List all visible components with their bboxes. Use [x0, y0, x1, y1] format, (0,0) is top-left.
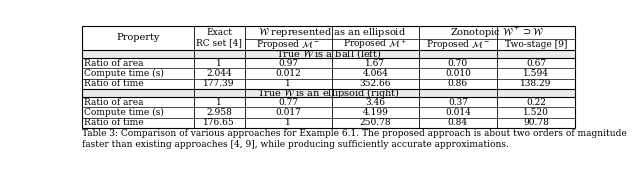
Text: Table 3: Comparison of various approaches for Example 6.1. The proposed approach: Table 3: Comparison of various approache… [83, 129, 627, 149]
Text: Compute time (s): Compute time (s) [84, 69, 164, 78]
Text: 1: 1 [216, 98, 222, 107]
Text: 2.044: 2.044 [206, 69, 232, 78]
Text: 0.017: 0.017 [275, 108, 301, 117]
Text: 1: 1 [285, 79, 291, 88]
Text: Proposed $\mathcal{M}^+$: Proposed $\mathcal{M}^+$ [343, 38, 407, 51]
Text: 0.37: 0.37 [448, 98, 468, 107]
Text: Ratio of area: Ratio of area [84, 59, 143, 68]
Text: 1: 1 [216, 59, 222, 68]
Text: 0.77: 0.77 [278, 98, 298, 107]
Text: Ratio of time: Ratio of time [84, 118, 143, 127]
Text: 0.70: 0.70 [448, 59, 468, 68]
Text: 4.064: 4.064 [362, 69, 388, 78]
Text: 176.65: 176.65 [204, 118, 235, 127]
Text: 0.014: 0.014 [445, 108, 471, 117]
Text: 250.78: 250.78 [360, 118, 391, 127]
Text: 0.86: 0.86 [448, 79, 468, 88]
Text: Proposed $\mathcal{M}^-$: Proposed $\mathcal{M}^-$ [426, 38, 490, 51]
Text: True $\mathcal{W}$ is a ball (left): True $\mathcal{W}$ is a ball (left) [276, 48, 381, 60]
Text: Property: Property [116, 34, 160, 42]
Text: 0.97: 0.97 [278, 59, 298, 68]
Text: 177.39: 177.39 [204, 79, 235, 88]
Text: Zonotopic $\mathcal{W}^+ \supset \mathcal{W}$: Zonotopic $\mathcal{W}^+ \supset \mathca… [450, 25, 544, 40]
Text: 1.594: 1.594 [523, 69, 549, 78]
Text: 3.46: 3.46 [365, 98, 385, 107]
Text: 4.199: 4.199 [362, 108, 388, 117]
Text: 0.67: 0.67 [526, 59, 546, 68]
Text: 0.84: 0.84 [448, 118, 468, 127]
Text: True $\mathcal{W}$ is an ellipsoid (right): True $\mathcal{W}$ is an ellipsoid (righ… [257, 86, 400, 100]
Text: Ratio of area: Ratio of area [84, 98, 143, 107]
Text: Compute time (s): Compute time (s) [84, 108, 164, 117]
Text: 1.67: 1.67 [365, 59, 385, 68]
Text: 1.520: 1.520 [523, 108, 549, 117]
Text: 0.012: 0.012 [275, 69, 301, 78]
Text: 2.958: 2.958 [206, 108, 232, 117]
Text: Proposed $\mathcal{M}^-$: Proposed $\mathcal{M}^-$ [256, 38, 320, 51]
Bar [83, 89, 575, 97]
Text: $\mathcal{W}$ represented as an ellipsoid: $\mathcal{W}$ represented as an ellipsoi… [258, 26, 406, 39]
Text: 0.22: 0.22 [526, 98, 546, 107]
Text: 90.78: 90.78 [523, 118, 549, 127]
Text: Ratio of time: Ratio of time [84, 79, 143, 88]
Text: Two-stage [9]: Two-stage [9] [505, 40, 567, 49]
Text: 352.66: 352.66 [360, 79, 391, 88]
Text: 1: 1 [285, 118, 291, 127]
Text: Exact
RC set [4]: Exact RC set [4] [196, 28, 242, 48]
Text: 0.010: 0.010 [445, 69, 471, 78]
Text: 138.29: 138.29 [520, 79, 552, 88]
Bar [83, 50, 575, 58]
